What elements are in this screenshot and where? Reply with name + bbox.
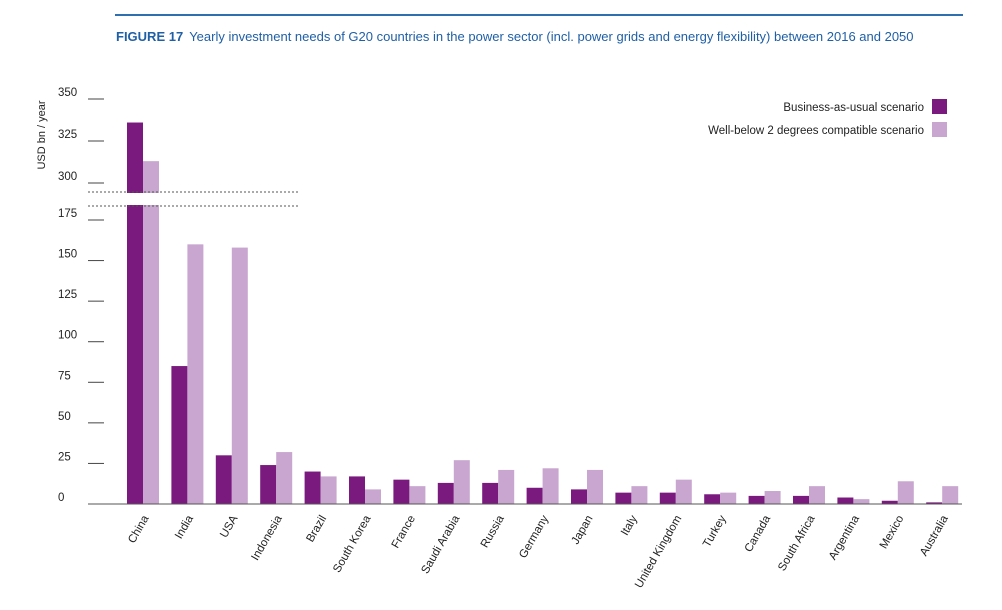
figure-title: Yearly investment needs of G20 countries… xyxy=(189,29,914,44)
title-rule xyxy=(115,14,963,16)
y-tick-label: 175 xyxy=(58,208,77,220)
bar-saudi-arabia-wb2 xyxy=(453,460,470,504)
x-tick-label: Japan xyxy=(570,514,596,547)
axis-break-gap xyxy=(88,193,298,205)
bar-south-korea-bau xyxy=(349,476,365,504)
legend-label: Business-as-usual scenario xyxy=(783,102,924,114)
x-tick-label: India xyxy=(173,513,196,541)
bar-china-bau xyxy=(127,122,143,505)
bar-indonesia-wb2 xyxy=(276,452,293,504)
bar-mexico-bau xyxy=(881,500,898,504)
bar-turkey-bau xyxy=(704,494,721,504)
bar-australia-bau xyxy=(926,502,943,504)
x-tick-label: Turkey xyxy=(701,513,729,549)
x-tick-label: South Africa xyxy=(776,513,818,573)
x-tick-label: Brazil xyxy=(304,514,329,545)
x-tick-label: France xyxy=(390,514,418,551)
y-tick-label: 25 xyxy=(58,451,71,463)
y-tick-label: 350 xyxy=(58,87,77,99)
x-tick-label: Germany xyxy=(517,513,551,560)
legend-swatch xyxy=(932,99,947,114)
x-tick-label: USA xyxy=(218,513,240,540)
y-tick-label: 150 xyxy=(58,249,77,261)
bar-russia-wb2 xyxy=(498,469,515,504)
bar-canada-wb2 xyxy=(764,491,781,504)
y-axis-label: USD bn / year xyxy=(36,100,48,169)
x-tick-label: Argentina xyxy=(827,513,862,562)
bar-germany-wb2 xyxy=(542,468,559,504)
bar-india-wb2 xyxy=(187,244,204,505)
bar-italy-wb2 xyxy=(631,486,648,504)
bar-italy-bau xyxy=(615,492,632,504)
bar-south-africa-wb2 xyxy=(809,486,825,504)
bar-united-kingdom-wb2 xyxy=(675,479,692,504)
y-tick-label: 75 xyxy=(58,370,71,382)
legend-label: Well-below 2 degrees compatible scenario xyxy=(708,125,924,137)
y-tick-label: 325 xyxy=(58,129,77,141)
x-tick-label: United Kingdom xyxy=(633,514,684,591)
bar-brazil-bau xyxy=(304,471,321,504)
x-tick-label: Indonesia xyxy=(249,513,285,563)
x-tick-label: China xyxy=(126,513,152,546)
bar-usa-bau xyxy=(215,455,232,504)
x-tick-label: Australia xyxy=(918,513,951,558)
bar-usa-wb2 xyxy=(231,247,248,505)
x-tick-label: Russia xyxy=(479,513,507,550)
y-tick-label: 100 xyxy=(58,330,77,342)
bar-saudi-arabia-bau xyxy=(437,482,454,504)
bar-argentina-wb2 xyxy=(853,499,870,504)
x-tick-label: South Korea xyxy=(331,513,374,575)
bar-turkey-wb2 xyxy=(720,492,737,504)
bar-canada-bau xyxy=(748,495,765,504)
y-tick-label: 300 xyxy=(58,171,77,183)
bar-indonesia-bau xyxy=(260,465,277,504)
bar-china-wb2 xyxy=(143,161,159,504)
x-tick-label: Italy xyxy=(619,513,640,537)
bar-south-africa-bau xyxy=(793,495,809,504)
bar-mexico-wb2 xyxy=(897,481,914,504)
bar-japan-bau xyxy=(571,489,587,504)
bar-france-bau xyxy=(393,479,410,504)
y-tick-label: 125 xyxy=(58,289,77,301)
x-tick-label: Canada xyxy=(743,513,774,554)
bar-argentina-bau xyxy=(837,497,854,504)
bar-south-korea-wb2 xyxy=(365,489,381,504)
bar-australia-wb2 xyxy=(942,486,959,504)
x-tick-label: Mexico xyxy=(878,514,907,552)
bar-united-kingdom-bau xyxy=(659,492,676,504)
figure-label: FIGURE 17 xyxy=(116,29,184,44)
y-tick-label: 0 xyxy=(58,492,64,504)
chart-title: FIGURE 17 Yearly investment needs of G20 … xyxy=(116,28,956,46)
x-tick-label: Saudi Arabia xyxy=(419,513,462,576)
bar-france-wb2 xyxy=(409,486,426,504)
legend-swatch xyxy=(932,122,947,137)
bar-india-bau xyxy=(171,366,188,504)
bar-russia-bau xyxy=(482,482,499,504)
bar-japan-wb2 xyxy=(587,469,603,504)
y-tick-label: 50 xyxy=(58,411,71,423)
bar-germany-bau xyxy=(526,487,543,504)
bar-brazil-wb2 xyxy=(320,476,337,504)
